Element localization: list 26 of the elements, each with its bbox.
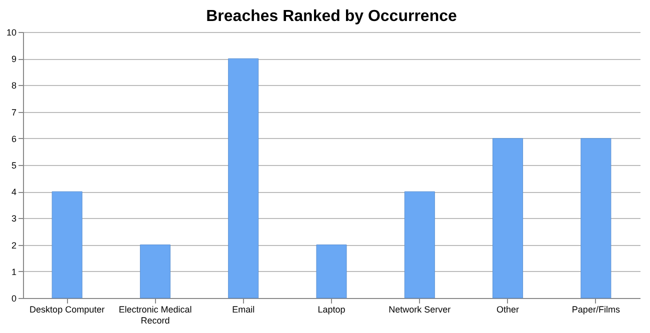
x-tick-label: Email [232,304,255,314]
y-tick-label: 2 [11,240,16,250]
x-tick-label: Laptop [318,304,346,314]
y-tick-label: 4 [11,187,16,198]
x-tick-label: Electronic Medical Record [118,304,192,326]
y-tick-label: 5 [11,160,16,170]
x-tick-label: Paper/Films [572,304,620,314]
y-tick-label: 6 [11,134,16,144]
chart-title: Breaches Ranked by Occurrence [206,8,457,25]
y-tick-label: 9 [11,54,16,64]
x-tick-label: Desktop Computer [30,304,105,314]
bar [404,191,435,298]
y-tick-label: 8 [11,80,16,91]
bar [140,244,170,298]
x-tick-label: Other [496,304,520,314]
bar [228,58,259,298]
y-tick-label: 10 [6,28,16,38]
bar [492,138,524,298]
y-tick-label: 7 [11,107,16,118]
x-tick-label: Network Server [388,304,451,314]
y-tick-label: 3 [11,214,16,224]
bar [316,244,347,298]
y-tick-label: 1 [11,266,16,277]
bar [580,138,612,298]
bar [52,191,82,298]
y-tick-label: 0 [11,294,16,304]
